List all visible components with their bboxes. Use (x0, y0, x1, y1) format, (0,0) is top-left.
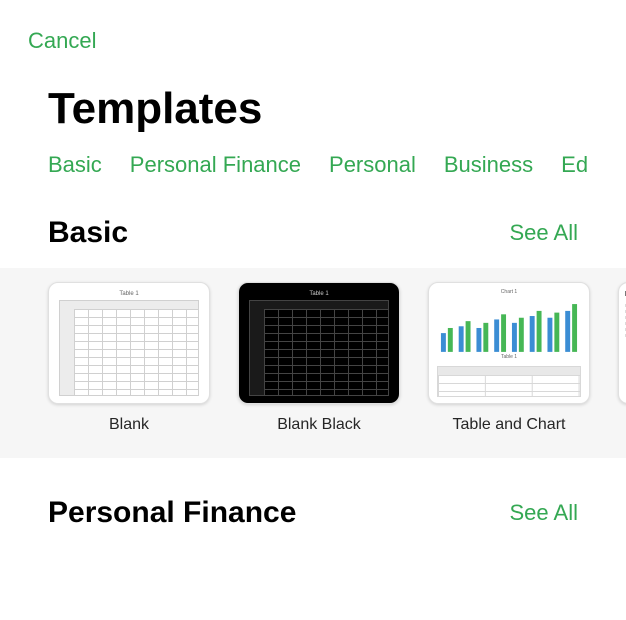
template-blank[interactable]: Table 1 Blank (48, 282, 210, 434)
tab-education[interactable]: Ed (561, 152, 588, 178)
tab-personal-finance[interactable]: Personal Finance (130, 152, 301, 178)
section-title-personal-finance: Personal Finance (48, 496, 296, 530)
category-tabs: Basic Personal Finance Personal Business… (0, 152, 626, 178)
thumbnail-blank: Table 1 (48, 282, 210, 404)
template-row-basic: Table 1 Blank Table 1 Blank Black Chart … (0, 268, 626, 458)
template-picker: Cancel Templates Basic Personal Finance … (0, 0, 626, 620)
section-title-basic: Basic (48, 216, 128, 250)
thumbnail-blank-black: Table 1 (238, 282, 400, 404)
template-table-and-chart[interactable]: Chart 1 Table 1 Table and Chart (428, 282, 590, 434)
thumbnail-header: Chart 1 (437, 289, 581, 295)
tab-business[interactable]: Business (444, 152, 533, 178)
grid-icon (249, 300, 389, 396)
section-header-basic: Basic See All (0, 178, 626, 268)
see-all-personal-finance[interactable]: See All (510, 500, 579, 526)
thumbnail-header: Table 1 (119, 291, 138, 297)
template-label: Table and Chart (453, 416, 566, 434)
section-header-personal-finance: Personal Finance See All (0, 458, 626, 548)
bar-chart-icon (437, 297, 581, 354)
template-label: Blank Black (277, 416, 361, 434)
thumbnail-table-header: Table 1 (437, 354, 581, 360)
template-blank-black[interactable]: Table 1 Blank Black (238, 282, 400, 434)
table-icon (437, 366, 581, 397)
tab-basic[interactable]: Basic (48, 152, 102, 178)
template-pivot[interactable]: Pivot T Pi (618, 282, 626, 434)
template-label: Blank (109, 416, 149, 434)
page-title: Templates (0, 54, 626, 152)
see-all-basic[interactable]: See All (510, 220, 579, 246)
header-bar: Cancel (0, 0, 626, 54)
cancel-button[interactable]: Cancel (28, 28, 96, 53)
tab-personal[interactable]: Personal (329, 152, 416, 178)
thumbnail-header: Table 1 (309, 291, 328, 297)
thumbnail-table-and-chart: Chart 1 Table 1 (428, 282, 590, 404)
thumbnail-pivot: Pivot T (618, 282, 626, 404)
grid-icon (59, 300, 199, 396)
